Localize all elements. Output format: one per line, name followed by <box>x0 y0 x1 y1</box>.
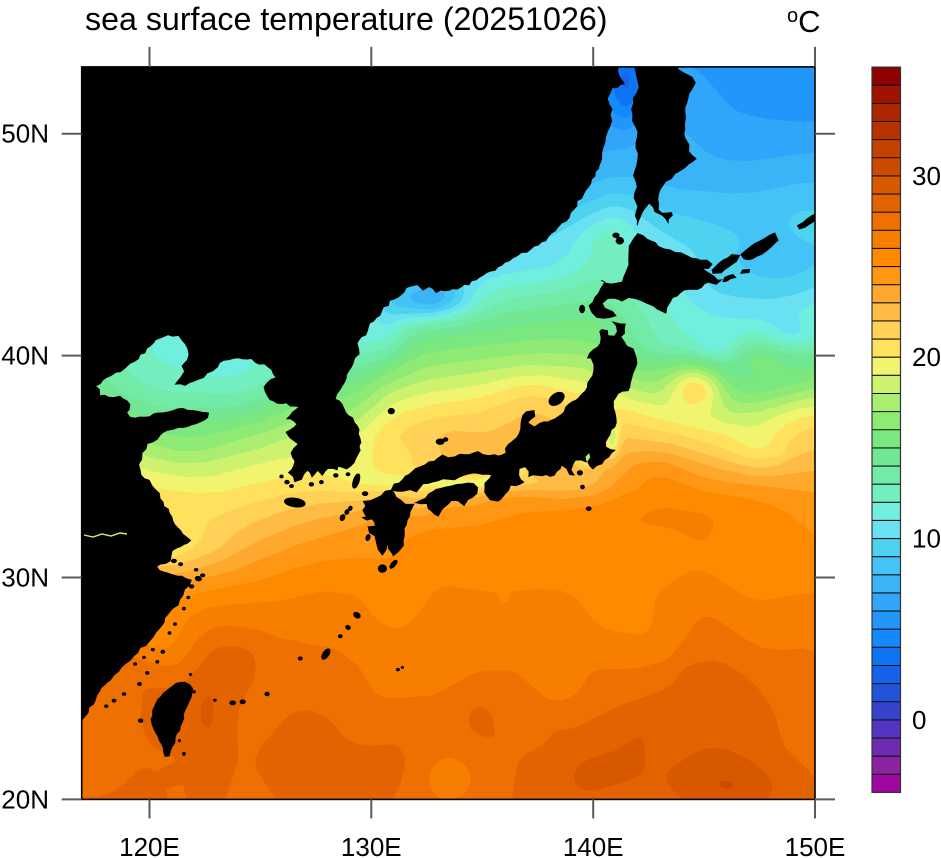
svg-text:sea surface temperature (20251: sea surface temperature (20251026) <box>85 1 607 37</box>
svg-text:150E: 150E <box>785 832 846 858</box>
svg-text:20: 20 <box>912 342 941 372</box>
svg-text:30: 30 <box>912 161 941 191</box>
svg-text:20N: 20N <box>1 784 49 814</box>
svg-text:50N: 50N <box>1 119 49 149</box>
svg-text:10: 10 <box>912 524 941 554</box>
svg-text:140E: 140E <box>563 832 624 858</box>
svg-text:30N: 30N <box>1 563 49 593</box>
svg-text:130E: 130E <box>341 832 402 858</box>
svg-text:40N: 40N <box>1 341 49 371</box>
svg-text:oC: oC <box>787 4 821 39</box>
svg-text:0: 0 <box>912 705 926 735</box>
svg-text:120E: 120E <box>119 832 180 858</box>
